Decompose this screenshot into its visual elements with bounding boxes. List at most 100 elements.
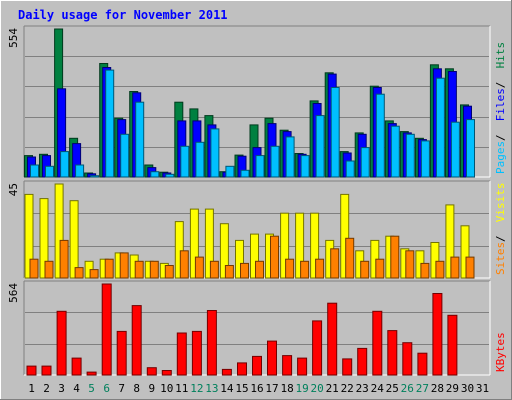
bar-pages-day-1 — [30, 164, 39, 178]
bar-sites-day-2 — [44, 260, 54, 279]
x-tick-label-6: 6 — [103, 382, 110, 395]
chart-panels: 554 Pages / Files / Hits 45 Sites / Visits 5… — [7, 25, 507, 376]
bar-pages-day-26 — [405, 133, 415, 178]
bar-visits-day-19 — [295, 212, 305, 279]
bar-pages-day-24 — [375, 93, 385, 178]
x-tick-label-13: 13 — [205, 382, 218, 395]
bar-kbytes-day-15 — [237, 362, 247, 376]
bar-kbytes-day-29 — [447, 314, 458, 376]
x-tick-label-4: 4 — [73, 382, 80, 395]
bar-sites-day-16 — [255, 260, 264, 279]
panel-kbytes: 564 KBytes — [7, 280, 507, 376]
bar-sites-day-7 — [119, 252, 129, 279]
bar-visits-day-11 — [174, 221, 184, 279]
bar-pages-day-23 — [360, 147, 370, 178]
x-tick-label-7: 7 — [118, 382, 125, 395]
x-axis-tick-labels: 1 2 3 4 5 6 7 8 9 10 11 12 13 14 15 16 17 18 19 20 21 22 23 24 2… — [28, 382, 489, 395]
bar-pages-day-11 — [180, 145, 190, 178]
bar-sites-day-3 — [59, 239, 69, 279]
bar-sites-day-20 — [315, 258, 325, 279]
x-tick-label-11: 11 — [175, 382, 188, 395]
bar-kbytes-day-27 — [417, 352, 428, 376]
bar-kbytes-day-1 — [26, 365, 37, 376]
x-tick-label-1: 1 — [28, 382, 35, 395]
bar-pages-day-29 — [450, 121, 460, 178]
x-tick-label-19: 19 — [295, 382, 308, 395]
bar-visits-day-4 — [69, 200, 79, 279]
bar-sites-day-21 — [330, 248, 340, 279]
bar-pages-day-22 — [345, 160, 355, 178]
bar-pages-day-2 — [45, 165, 54, 178]
x-tick-label-23: 23 — [356, 382, 369, 395]
bar-kbytes-day-22 — [342, 358, 353, 376]
x-tick-label-5: 5 — [88, 382, 95, 395]
bar-pages-day-17 — [270, 145, 280, 178]
legend-label-visits: Visits — [494, 182, 507, 222]
bar-visits-day-22 — [340, 193, 350, 279]
bar-sites-day-5 — [89, 269, 99, 279]
bar-visits-day-1 — [24, 193, 34, 279]
bar-visits-day-28 — [430, 242, 440, 279]
bar-pages-day-16 — [255, 155, 265, 178]
bar-sites-day-6 — [104, 258, 114, 279]
bar-pages-day-14 — [225, 165, 235, 178]
x-tick-label-18: 18 — [280, 382, 293, 395]
bar-kbytes-day-8 — [131, 305, 142, 376]
bar-sites-day-8 — [134, 260, 144, 279]
bar-sites-day-9 — [149, 260, 159, 279]
bar-kbytes-day-5 — [86, 371, 97, 376]
bar-pages-day-13 — [210, 128, 220, 178]
bar-pages-day-12 — [195, 141, 205, 178]
bar-kbytes-day-3 — [56, 310, 67, 376]
bar-pages-day-25 — [390, 125, 400, 178]
x-tick-label-10: 10 — [160, 382, 173, 395]
bar-pages-day-3 — [60, 151, 70, 178]
x-tick-label-29: 29 — [446, 382, 459, 395]
legend-separator: / — [494, 235, 507, 242]
bar-sites-day-29 — [450, 256, 460, 279]
legend-label-files: Files — [494, 88, 507, 121]
bar-kbytes-day-18 — [282, 355, 293, 376]
x-tick-label-31: 31 — [476, 382, 489, 395]
bar-visits-day-3 — [54, 183, 64, 279]
bar-pages-day-27 — [420, 140, 430, 178]
bar-sites-day-24 — [375, 258, 385, 279]
bar-kbytes-day-4 — [71, 357, 82, 376]
bar-kbytes-day-2 — [41, 365, 52, 376]
bar-sites-day-25 — [390, 235, 400, 279]
bar-sites-day-23 — [360, 260, 370, 279]
legend-label-sites: Sites — [494, 242, 507, 275]
legend-separator: / — [494, 134, 507, 141]
bar-sites-day-13 — [209, 260, 219, 279]
bar-visits-day-16 — [250, 233, 259, 279]
bar-kbytes-day-16 — [252, 355, 262, 376]
legend-separator: / — [494, 82, 507, 89]
bar-kbytes-day-14 — [221, 368, 232, 376]
x-tick-label-22: 22 — [341, 382, 354, 395]
bar-kbytes-day-25 — [387, 330, 398, 376]
bar-visits-day-29 — [445, 204, 455, 279]
x-tick-label-17: 17 — [265, 382, 278, 395]
y-max-label: 554 — [7, 28, 20, 48]
x-tick-label-20: 20 — [310, 382, 323, 395]
bar-kbytes-day-19 — [297, 357, 308, 376]
x-tick-label-26: 26 — [401, 382, 414, 395]
bar-sites-day-14 — [224, 265, 234, 279]
bar-visits-day-12 — [189, 208, 199, 279]
bar-sites-day-18 — [285, 258, 295, 279]
bar-pages-day-7 — [120, 133, 130, 178]
bar-sites-day-27 — [420, 262, 430, 279]
bar-pages-day-21 — [330, 87, 340, 178]
x-tick-label-14: 14 — [220, 382, 234, 395]
bar-visits-day-2 — [39, 198, 49, 279]
bar-sites-day-17 — [270, 235, 279, 279]
bar-sites-day-1 — [29, 258, 39, 279]
bar-kbytes-day-28 — [432, 293, 443, 376]
bar-pages-day-9 — [150, 171, 160, 178]
x-tick-label-15: 15 — [235, 382, 248, 395]
bar-kbytes-day-11 — [176, 332, 187, 376]
x-tick-label-8: 8 — [133, 382, 140, 395]
bar-kbytes-day-12 — [191, 330, 202, 376]
